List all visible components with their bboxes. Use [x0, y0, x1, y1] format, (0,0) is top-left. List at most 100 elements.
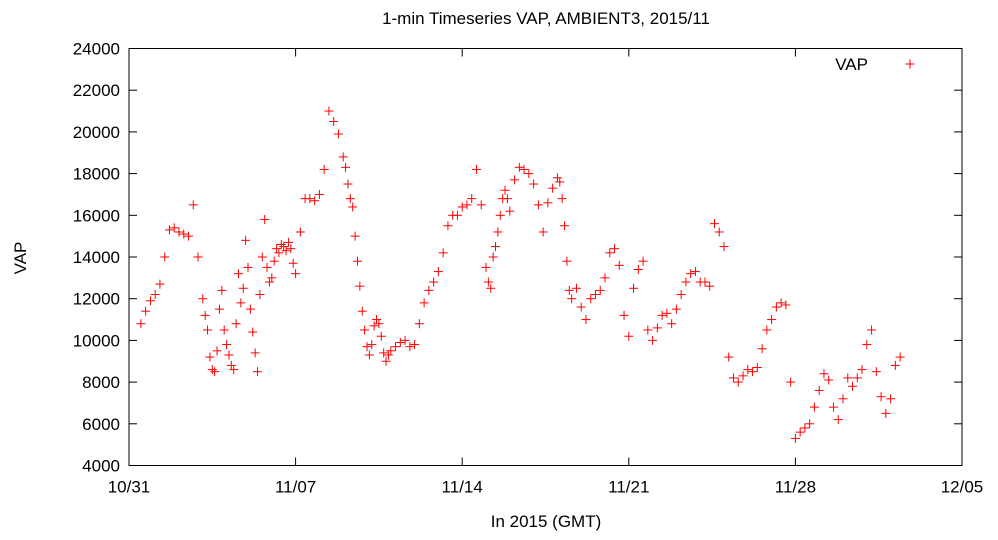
data-point [681, 277, 691, 287]
y-axis-label: VAP [11, 242, 30, 275]
y-tick-label: 12000 [73, 290, 120, 309]
data-point [714, 227, 724, 237]
data-point [564, 285, 574, 295]
data-point [136, 319, 146, 329]
data-point [424, 285, 434, 295]
chart-title: 1-min Timeseries VAP, AMBIENT3, 2015/11 [382, 9, 710, 28]
data-point [514, 162, 524, 172]
data-point [586, 294, 596, 304]
data-point [581, 315, 591, 325]
data-point [524, 169, 534, 179]
plot-frame [128, 48, 963, 466]
data-point [160, 252, 170, 262]
data-point [253, 367, 263, 377]
y-tick-label: 18000 [73, 165, 120, 184]
data-point [405, 342, 415, 352]
y-axis: 4000 6000 8000 10000 12000 14000 16000 18000 200… [73, 40, 962, 476]
data-point [174, 227, 184, 237]
data-point [188, 200, 198, 210]
data-point [467, 194, 477, 204]
data-point [610, 244, 620, 254]
y-tick-label: 6000 [82, 415, 120, 434]
data-point [843, 373, 853, 383]
data-point [676, 290, 686, 300]
data-point [748, 367, 758, 377]
data-point [319, 164, 329, 174]
data-point [852, 373, 862, 383]
x-tick-label: 11/28 [775, 478, 816, 497]
data-point [576, 302, 586, 312]
data-point [767, 315, 777, 325]
data-point [555, 177, 565, 187]
data-point [548, 183, 558, 193]
data-point [214, 304, 224, 314]
data-point [457, 202, 467, 212]
data-point [305, 194, 315, 204]
data-point [295, 227, 305, 237]
data-point [757, 344, 767, 354]
data-point [324, 106, 334, 116]
data-point [505, 206, 515, 216]
data-point [709, 219, 719, 229]
data-point [776, 298, 786, 308]
data-point [255, 290, 265, 300]
data-point [243, 262, 253, 272]
data-point [619, 310, 629, 320]
data-point [876, 392, 886, 402]
data-point [657, 310, 667, 320]
data-point [833, 415, 843, 425]
data-point [226, 360, 236, 370]
data-point [205, 352, 215, 362]
data-point [222, 340, 232, 350]
data-point [145, 296, 155, 306]
data-point [567, 294, 577, 304]
x-tick-label: 11/14 [442, 478, 483, 497]
data-point [264, 277, 274, 287]
data-point [217, 285, 227, 295]
data-point [184, 231, 193, 241]
data-point [838, 394, 848, 404]
data-point [164, 225, 174, 235]
data-point [410, 340, 420, 350]
data-point [291, 269, 301, 279]
y-tick-label: 8000 [82, 373, 120, 392]
data-point [629, 283, 639, 293]
data-point [483, 277, 493, 287]
data-point [357, 306, 367, 316]
data-point [224, 350, 234, 360]
data-point [257, 252, 267, 262]
data-point [652, 323, 662, 333]
data-point [809, 402, 819, 412]
data-point [212, 346, 222, 356]
y-tick-label: 14000 [73, 248, 120, 267]
data-point [267, 273, 277, 283]
data-point [600, 273, 610, 283]
data-point [281, 246, 291, 256]
data-point [379, 348, 389, 358]
data-point [250, 348, 260, 358]
data-point [241, 235, 251, 245]
data-point [605, 248, 615, 258]
data-point [438, 248, 448, 258]
data-point [400, 335, 410, 345]
data-point [719, 242, 729, 252]
data-point [486, 283, 496, 293]
data-point [895, 352, 905, 362]
data-point [638, 256, 648, 266]
x-tick-label: 11/21 [608, 478, 649, 497]
data-point [355, 281, 365, 291]
data-point [643, 325, 653, 335]
data-point [705, 281, 715, 291]
data-point [614, 260, 624, 270]
data-point [790, 433, 800, 443]
data-point [283, 237, 293, 247]
data-point [857, 365, 867, 375]
data-point [338, 152, 348, 162]
data-point [733, 377, 743, 387]
data-point [414, 319, 424, 329]
data-point [372, 315, 382, 325]
data-point [848, 381, 858, 391]
data-point [824, 375, 834, 385]
data-point [288, 258, 298, 268]
